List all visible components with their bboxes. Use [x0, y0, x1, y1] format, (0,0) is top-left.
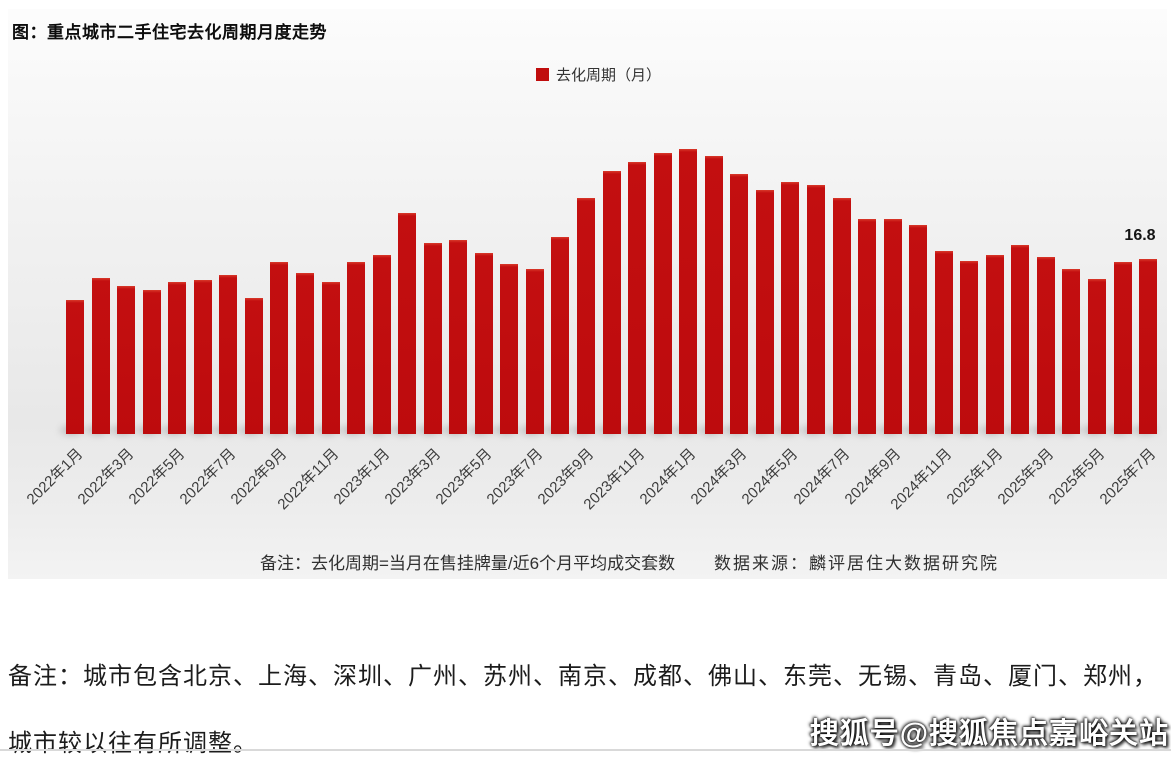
bar-2022年6月: [193, 280, 212, 434]
bar-2025年3月: [1036, 257, 1055, 434]
chart-footnote: 备注：去化周期=当月在售挂牌量/近6个月平均成交套数: [260, 554, 676, 573]
bar-plot: [53, 140, 1161, 438]
data-source: 数据来源：麟评居住大数据研究院: [714, 554, 999, 573]
bar-2024年3月: [730, 174, 749, 434]
x-axis: 2022年1月 2022年3月 2022年5月 2022年7月 2022年9月 2022年…: [8, 445, 1167, 546]
legend-swatch-icon: [536, 68, 549, 81]
bar-2023年4月: [449, 240, 468, 434]
bar-2022年11月: [321, 282, 340, 434]
watermark: 搜狐号@搜狐焦点嘉峪关站: [809, 718, 1169, 750]
bar-2022年2月: [91, 278, 110, 434]
bar-2022年12月: [347, 262, 366, 434]
legend: 去化周期（月）: [536, 64, 661, 85]
bar-2024年7月: [832, 198, 851, 434]
bar-2025年6月: [1113, 262, 1132, 434]
bar-2023年10月: [602, 171, 621, 434]
bar-2025年2月: [1011, 245, 1030, 434]
bottom-note-line1: 备注：城市包含北京、上海、深圳、广州、苏州、南京、成都、佛山、东莞、无锡、青岛、…: [8, 664, 1158, 690]
bar-2022年8月: [244, 298, 263, 434]
bar-2024年11月: [934, 251, 953, 434]
bar-2023年12月: [653, 153, 672, 434]
bar-2025年7月: [1139, 259, 1158, 434]
bar-2024年1月: [679, 149, 698, 434]
bar-2023年5月: [474, 253, 493, 434]
bar-2023年8月: [551, 237, 570, 434]
bar-2023年9月: [577, 198, 595, 434]
bar-2022年1月: [66, 300, 84, 434]
chart-panel: 图：重点城市二手住宅去化周期月度走势 去化周期（月） 16.8 2022年1月 2…: [8, 9, 1167, 579]
bar-2025年5月: [1088, 279, 1106, 434]
bar-2022年10月: [295, 273, 314, 434]
legend-label: 去化周期（月）: [556, 67, 662, 84]
bar-2024年6月: [806, 185, 825, 434]
bar-2023年11月: [628, 162, 647, 434]
bar-2022年3月: [117, 286, 136, 434]
bottom-divider: [0, 749, 1171, 751]
bar-2024年9月: [883, 219, 902, 434]
bar-2025年4月: [1062, 269, 1081, 434]
last-bar-value-label: 16.8: [1124, 227, 1156, 244]
bar-2023年1月: [372, 255, 391, 434]
bar-2023年3月: [423, 243, 442, 434]
bar-2024年2月: [704, 156, 723, 434]
bar-2025年1月: [985, 255, 1004, 434]
bar-2022年7月: [219, 275, 238, 434]
bar-2024年5月: [781, 182, 800, 434]
bar-2022年9月: [270, 262, 289, 434]
bar-2024年10月: [909, 225, 928, 434]
bar-2024年8月: [858, 219, 877, 434]
bar-2024年4月: [755, 190, 774, 434]
bar-2023年2月: [398, 213, 417, 434]
bar-2024年12月: [960, 261, 979, 434]
footnote-row: 备注：去化周期=当月在售挂牌量/近6个月平均成交套数 数据来源：麟评居住大数据研…: [8, 549, 1167, 573]
chart-title: 图：重点城市二手住宅去化周期月度走势: [12, 23, 327, 42]
bar-2023年7月: [525, 269, 544, 434]
bar-2023年6月: [500, 264, 519, 434]
bar-2022年5月: [168, 282, 187, 434]
bar-2022年4月: [142, 290, 161, 434]
